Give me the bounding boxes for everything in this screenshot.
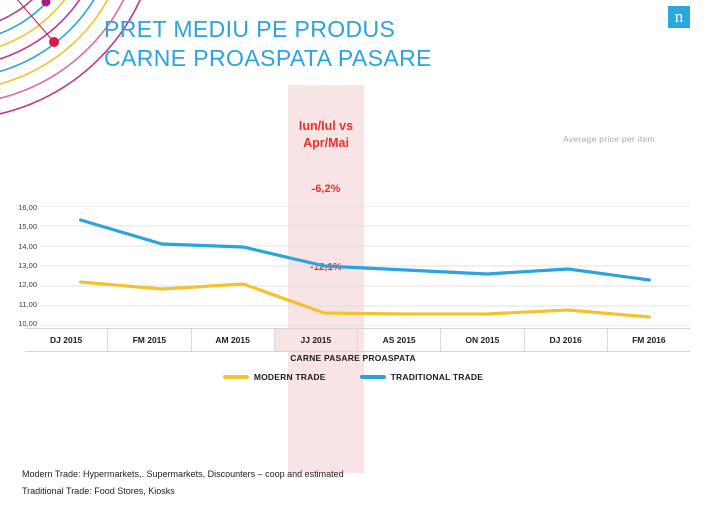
y-axis-labels: 10,00 11,00 12,00 13,00 14,00 15,00 16,00 <box>5 200 37 332</box>
x-axis-tick: FM 2016 <box>632 335 666 345</box>
logo-letter: n <box>674 7 684 26</box>
series-line <box>81 220 650 280</box>
annotation-line-1: Iun/Iul vs <box>298 119 354 133</box>
legend-swatch <box>222 375 249 379</box>
footnotes: Modern Trade: Hypermarkets,. Supermarket… <box>22 466 344 500</box>
highlight-band <box>288 85 364 473</box>
y-axis-tick: 11,00 <box>18 299 37 309</box>
x-axis-tick: DJ 2016 <box>525 329 608 351</box>
page-title: PRET MEDIU PE PRODUS CARNE PROASPATA PAS… <box>104 15 432 73</box>
x-axis-tick: ON 2015 <box>441 329 525 351</box>
y-axis-tick: 14,00 <box>18 241 37 251</box>
y-axis-tick: 10,00 <box>18 319 37 328</box>
legend-label: MODERN TRADE <box>253 372 326 382</box>
nielsen-logo: n <box>668 6 690 28</box>
legend-item[interactable]: MODERN TRADE <box>222 372 326 382</box>
x-axis-tick: AS 2015 <box>358 329 442 351</box>
y-axis-tick: 16,00 <box>18 203 37 212</box>
x-axis-labels: DJ 2015 FM 2015 AM 2015 JJ 2015 AS 2015 ON 20… <box>25 328 690 352</box>
x-axis-tick: AM 2015 <box>192 329 275 351</box>
x-axis-tick: JJ 2015 <box>274 329 358 351</box>
legend-label: TRADITIONAL TRADE <box>390 372 484 382</box>
title-line-1: PRET MEDIU PE PRODUS <box>104 16 396 42</box>
annotation-line-2: Apr/Mai <box>303 136 349 150</box>
line-chart-plot <box>40 206 690 326</box>
modern-trade-change-label: -6,2% <box>311 183 341 195</box>
y-axis-tick: 12,00 <box>18 280 37 290</box>
x-axis-tick: DJ 2015 <box>25 329 109 351</box>
comparison-annotation: Iun/Iul vs Apr/Mai <box>288 118 364 152</box>
y-axis-tick: 15,00 <box>18 222 37 232</box>
legend-item[interactable]: TRADITIONAL TRADE <box>359 372 484 382</box>
title-line-2: CARNE PROASPATA PASARE <box>104 45 432 71</box>
series-line <box>81 282 650 317</box>
footnote-modern-trade: Modern Trade: Hypermarkets,. Supermarket… <box>22 469 344 479</box>
average-price-note: Average price per item <box>563 134 655 144</box>
chart-subtitle: CARNE PASARE PROASPATA <box>290 353 416 363</box>
y-axis-tick: 13,00 <box>18 261 37 270</box>
footnote-traditional-trade: Traditional Trade: Food Stores, Kiosks <box>22 486 175 496</box>
x-axis-tick: FM 2015 <box>108 329 192 351</box>
legend-swatch <box>359 375 386 379</box>
chart-legend: MODERN TRADE TRADITIONAL TRADE <box>0 372 706 382</box>
